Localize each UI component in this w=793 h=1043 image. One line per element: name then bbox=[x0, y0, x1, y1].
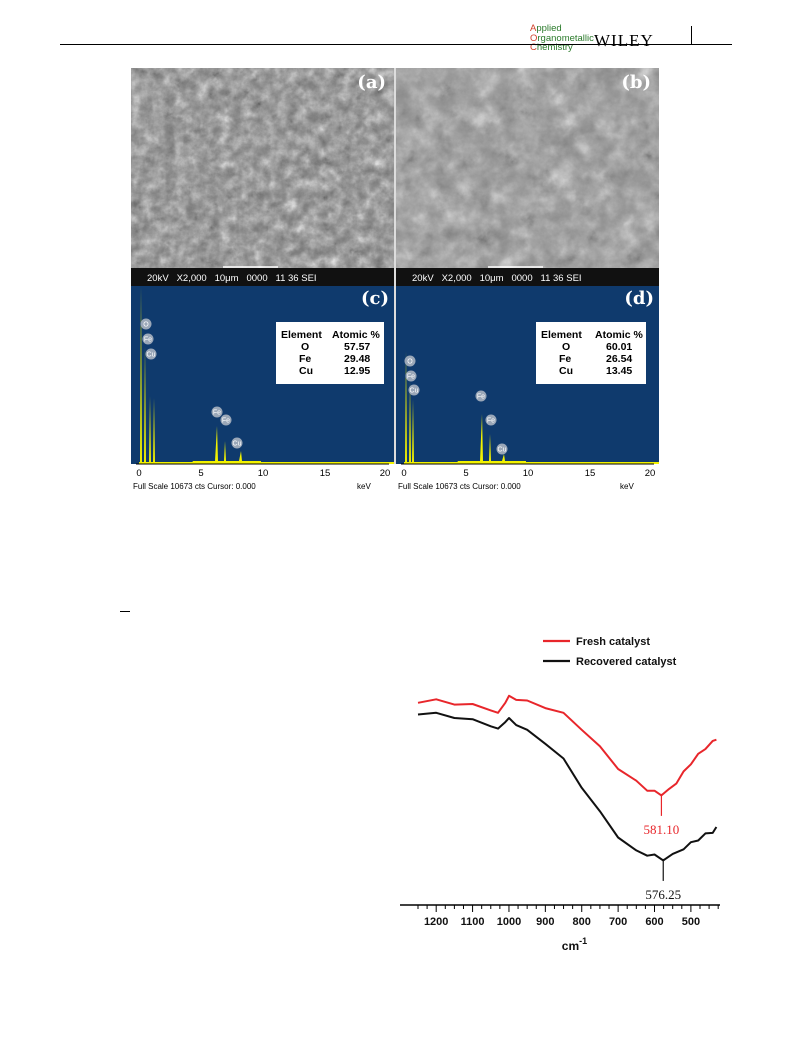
svg-text:Atomic %: Atomic % bbox=[332, 329, 381, 341]
series-line-fresh bbox=[417, 694, 717, 797]
eds-label-d: (d) bbox=[624, 288, 654, 309]
journal-initial: C bbox=[530, 42, 537, 53]
svg-text:15: 15 bbox=[585, 468, 596, 479]
svg-text:10: 10 bbox=[523, 468, 534, 479]
x-axis: 1200 1100 1000 900 800 700 600 500 cm-1 bbox=[400, 904, 720, 953]
svg-text:60.01: 60.01 bbox=[606, 341, 632, 353]
svg-text:Element: Element bbox=[541, 329, 582, 341]
eds-axis-d: 0 5 10 15 20 Full Scale 10673 cts Cursor… bbox=[398, 463, 656, 491]
svg-text:O: O bbox=[143, 322, 149, 329]
svg-text:29.48: 29.48 bbox=[344, 353, 370, 365]
eds-peak-labels-c: O Fe Cu Fe Fe Cu bbox=[140, 318, 243, 449]
eds-footer-d: Full Scale 10673 cts Cursor: 0.000 bbox=[398, 482, 521, 491]
sem-image-a: (a) 20kV X2,000 10μm 0000 11 36 SEI bbox=[131, 68, 394, 286]
journal-word: pplied bbox=[536, 23, 562, 34]
legend-label: Recovered catalyst bbox=[576, 656, 677, 668]
svg-text:0: 0 bbox=[136, 468, 141, 479]
svg-text:Fe: Fe bbox=[559, 353, 571, 365]
x-tick-label: 700 bbox=[609, 916, 627, 928]
series-line-recovered bbox=[417, 711, 718, 862]
svg-text:Fe: Fe bbox=[487, 418, 495, 425]
svg-text:Cu: Cu bbox=[410, 388, 419, 395]
sem-images: (a) 20kV X2,000 10μm 0000 11 36 SEI (b) … bbox=[131, 68, 659, 286]
x-tick-label: 1000 bbox=[497, 916, 521, 928]
eds-table-c: Element Atomic % O 57.57 Fe 29.48 Cu 12.… bbox=[276, 322, 384, 384]
svg-text:13.45: 13.45 bbox=[606, 365, 632, 377]
svg-text:15: 15 bbox=[320, 468, 331, 479]
svg-text:Fe: Fe bbox=[213, 410, 221, 417]
svg-text:Fe: Fe bbox=[222, 418, 230, 425]
svg-text:Fe: Fe bbox=[299, 353, 311, 365]
header-rule bbox=[60, 44, 732, 45]
x-tick-label: 900 bbox=[536, 916, 554, 928]
eds-peak-labels-d: O Fe Cu Fe Fe Cu bbox=[404, 355, 508, 455]
sem-label-b: (b) bbox=[621, 72, 651, 93]
x-tick-label: 1100 bbox=[461, 916, 485, 928]
journal-word: hemistry bbox=[536, 42, 573, 53]
x-tick-label: 600 bbox=[645, 916, 663, 928]
sem-image-b: (b) 20kV X2,000 10μm 0000 11 36 SEI bbox=[396, 68, 659, 286]
sem-info-b: 20kV X2,000 10μm 0000 11 36 SEI bbox=[412, 273, 582, 284]
x-tick-label: 1200 bbox=[424, 916, 448, 928]
eds-panel-c: (c) O Fe Cu Fe Fe Cu Element Atomic % O … bbox=[131, 286, 394, 496]
legend-label: Fresh catalyst bbox=[576, 636, 650, 648]
eds-axis-c: 0 5 10 15 20 Full Scale 10673 cts Cursor… bbox=[133, 463, 391, 491]
svg-text:20: 20 bbox=[645, 468, 656, 479]
chart-legend: Fresh catalyst Recovered catalyst bbox=[543, 636, 677, 668]
eds-footer-c: Full Scale 10673 cts Cursor: 0.000 bbox=[133, 482, 256, 491]
svg-text:Cu: Cu bbox=[299, 365, 313, 377]
x-tick-label: 800 bbox=[573, 916, 591, 928]
journal-initial: A bbox=[530, 23, 537, 34]
journal-initial: O bbox=[530, 32, 538, 44]
svg-text:5: 5 bbox=[463, 468, 468, 479]
svg-text:0: 0 bbox=[401, 468, 406, 479]
svg-text:O: O bbox=[562, 341, 570, 353]
header-tick bbox=[691, 26, 692, 44]
text-dash bbox=[120, 611, 130, 612]
svg-text:Cu: Cu bbox=[233, 441, 242, 448]
svg-text:O: O bbox=[301, 341, 309, 353]
svg-text:Fe: Fe bbox=[144, 337, 152, 344]
eds-panel-d: (d) O Fe Cu Fe Fe Cu Element Atomic % O … bbox=[396, 286, 659, 496]
sem-label-a: (a) bbox=[357, 72, 386, 93]
eds-spectra: (c) O Fe Cu Fe Fe Cu Element Atomic % O … bbox=[131, 286, 659, 496]
svg-text:Fe: Fe bbox=[407, 374, 415, 381]
eds-table-d: Element Atomic % O 60.01 Fe 26.54 Cu 13.… bbox=[536, 322, 646, 384]
peak-annotation: 581.10 bbox=[644, 822, 680, 837]
journal-name: Applied Organometallic Chemistry bbox=[530, 24, 594, 53]
x-axis-label: cm-1 bbox=[562, 936, 587, 953]
svg-text:12.95: 12.95 bbox=[344, 365, 370, 377]
svg-text:26.54: 26.54 bbox=[606, 353, 632, 365]
svg-text:O: O bbox=[407, 359, 413, 366]
publisher-logo: WILEY bbox=[594, 31, 654, 50]
svg-text:10: 10 bbox=[258, 468, 269, 479]
x-tick-label: 500 bbox=[682, 916, 700, 928]
svg-text:Fe: Fe bbox=[477, 394, 485, 401]
journal-word: rganometallic bbox=[537, 32, 594, 44]
svg-text:Atomic %: Atomic % bbox=[595, 329, 644, 341]
eds-unit-c: keV bbox=[357, 482, 371, 491]
svg-text:57.57: 57.57 bbox=[344, 341, 370, 353]
svg-text:20: 20 bbox=[380, 468, 391, 479]
svg-text:Element: Element bbox=[281, 329, 322, 341]
eds-label-c: (c) bbox=[361, 288, 389, 309]
ftir-chart: Fresh catalyst Recovered catalyst 581.10 5… bbox=[400, 636, 720, 953]
svg-text:5: 5 bbox=[198, 468, 203, 479]
svg-text:Cu: Cu bbox=[147, 352, 156, 359]
peak-annotation: 576.25 bbox=[645, 887, 681, 902]
eds-unit-d: keV bbox=[620, 482, 634, 491]
svg-text:Cu: Cu bbox=[498, 447, 507, 454]
svg-text:Cu: Cu bbox=[559, 365, 573, 377]
sem-info-a: 20kV X2,000 10μm 0000 11 36 SEI bbox=[147, 273, 317, 284]
